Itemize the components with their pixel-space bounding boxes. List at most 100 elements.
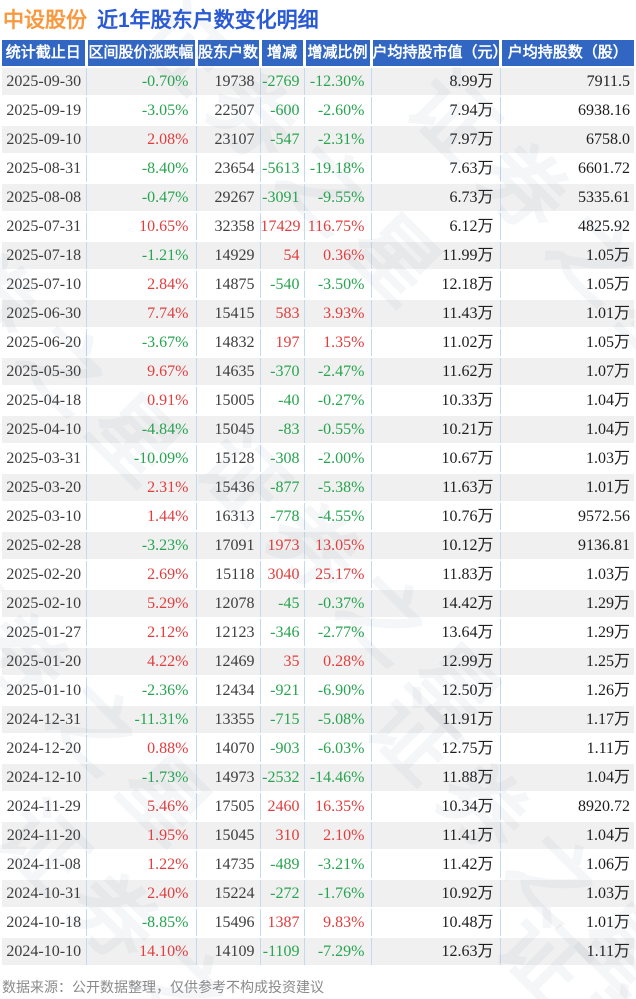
cell-price-change: 1.44% [86,502,197,532]
cell-delta: -3091 [260,183,305,213]
cell-holders: 15045 [196,821,261,851]
cell-avg-shares: 1.05万 [500,270,634,300]
cell-date: 2025-07-10 [2,270,87,300]
cell-delta: 1973 [260,531,305,561]
table-row: 2024-10-18 -8.85% 15496 1387 9.83% 10.48万 1.01… [2,908,634,938]
table-row: 2024-12-10 -1.73% 14973 -2532 -14.46% 11.88万 1… [2,763,634,793]
cell-date: 2024-12-20 [2,734,87,764]
table-row: 2024-10-10 14.10% 14109 -1109 -7.29% 12.63万 1.… [2,937,634,967]
cell-delta: -778 [260,502,305,532]
cell-price-change: -8.85% [86,908,197,938]
cell-price-change: -1.21% [86,241,197,271]
cell-avg-value: 11.62万 [371,357,501,387]
cell-avg-value: 11.43万 [371,299,501,329]
cell-holders: 14635 [196,357,261,387]
cell-delta: 17429 [260,212,305,242]
cell-delta: -83 [260,415,305,445]
cell-delta: -272 [260,879,305,909]
cell-delta-pct: 116.75% [304,212,372,242]
cell-date: 2025-01-20 [2,647,87,677]
cell-price-change: 14.10% [86,937,197,967]
title-text: 近1年股东户数变化明细 [97,9,319,32]
cell-price-change: 1.95% [86,821,197,851]
cell-date: 2025-03-10 [2,502,87,532]
cell-delta: -2532 [260,763,305,793]
cell-avg-shares: 1.17万 [500,705,634,735]
cell-avg-value: 10.33万 [371,386,501,416]
cell-delta-pct: -2.00% [304,444,372,474]
cell-date: 2024-12-10 [2,763,87,793]
table-row: 2025-09-10 2.08% 23107 -547 -2.31% 7.97万 6758.… [2,125,634,155]
cell-date: 2025-07-31 [2,212,87,242]
table-row: 2024-11-08 1.22% 14735 -489 -3.21% 11.42万 1.06… [2,850,634,880]
cell-price-change: 0.91% [86,386,197,416]
cell-avg-shares: 7911.5 [500,67,634,97]
cell-avg-value: 10.12万 [371,531,501,561]
cell-avg-shares: 1.01万 [500,908,634,938]
table-row: 2024-11-29 5.46% 17505 2460 16.35% 10.34万 8920… [2,792,634,822]
cell-avg-shares: 1.29万 [500,618,634,648]
cell-holders: 15415 [196,299,261,329]
cell-holders: 15005 [196,386,261,416]
cell-date: 2024-12-31 [2,705,87,735]
column-header-2: 股东户数 [196,40,262,68]
cell-avg-value: 12.99万 [371,647,501,677]
table-row: 2025-04-10 -4.84% 15045 -83 -0.55% 10.21万 1.04… [2,415,634,445]
cell-delta-pct: -5.08% [304,705,372,735]
cell-delta-pct: -6.90% [304,676,372,706]
column-header-5: 户均持股市值（元） [371,40,502,68]
cell-delta: -921 [260,676,305,706]
cell-avg-shares: 8920.72 [500,792,634,822]
cell-delta: -877 [260,473,305,503]
cell-price-change: 2.69% [86,560,197,590]
cell-date: 2025-03-20 [2,473,87,503]
cell-avg-shares: 9136.81 [500,531,634,561]
cell-date: 2025-07-18 [2,241,87,271]
cell-date: 2025-08-08 [2,183,87,213]
cell-avg-shares: 1.11万 [500,734,634,764]
cell-holders: 17505 [196,792,261,822]
cell-price-change: -3.67% [86,328,197,358]
cell-delta-pct: 16.35% [304,792,372,822]
cell-holders: 15496 [196,908,261,938]
cell-avg-value: 10.92万 [371,879,501,909]
cell-delta: -1109 [260,937,305,967]
cell-price-change: -1.73% [86,763,197,793]
cell-date: 2025-02-28 [2,531,87,561]
cell-price-change: -3.23% [86,531,197,561]
cell-holders: 17091 [196,531,261,561]
cell-delta-pct: -2.77% [304,618,372,648]
cell-delta-pct: 1.35% [304,328,372,358]
cell-holders: 14973 [196,763,261,793]
cell-date: 2024-10-10 [2,937,87,967]
cell-delta: 583 [260,299,305,329]
page-title: 中设股份 近1年股东户数变化明细 [0,0,636,40]
cell-avg-value: 11.83万 [371,560,501,590]
cell-holders: 14832 [196,328,261,358]
cell-holders: 32358 [196,212,261,242]
table-row: 2024-10-31 2.40% 15224 -272 -1.76% 10.92万 1.03… [2,879,634,909]
cell-delta: -308 [260,444,305,474]
cell-delta: 35 [260,647,305,677]
cell-price-change: 2.12% [86,618,197,648]
table-row: 2024-12-20 0.88% 14070 -903 -6.03% 12.75万 1.11… [2,734,634,764]
cell-delta: -489 [260,850,305,880]
table-row: 2025-08-31 -8.40% 23654 -5613 -19.18% 7.63万 66… [2,154,634,184]
cell-avg-shares: 1.04万 [500,386,634,416]
table-row: 2025-07-10 2.84% 14875 -540 -3.50% 12.18万 1.05… [2,270,634,300]
cell-date: 2024-11-20 [2,821,87,851]
cell-holders: 19738 [196,67,261,97]
cell-avg-value: 10.76万 [371,502,501,532]
cell-delta-pct: -7.29% [304,937,372,967]
cell-avg-value: 12.75万 [371,734,501,764]
cell-date: 2025-02-10 [2,589,87,619]
table-row: 2025-01-20 4.22% 12469 35 0.28% 12.99万 1.25万 [2,647,634,677]
cell-delta-pct: -2.47% [304,357,372,387]
table-row: 2025-06-30 7.74% 15415 583 3.93% 11.43万 1.01万 [2,299,634,329]
cell-holders: 14875 [196,270,261,300]
cell-holders: 15045 [196,415,261,445]
cell-delta-pct: -19.18% [304,154,372,184]
column-header-6: 户均持股数（股） [500,40,634,68]
cell-avg-shares: 1.06万 [500,850,634,880]
table-row: 2025-03-31 -10.09% 15128 -308 -2.00% 10.67万 1.… [2,444,634,474]
